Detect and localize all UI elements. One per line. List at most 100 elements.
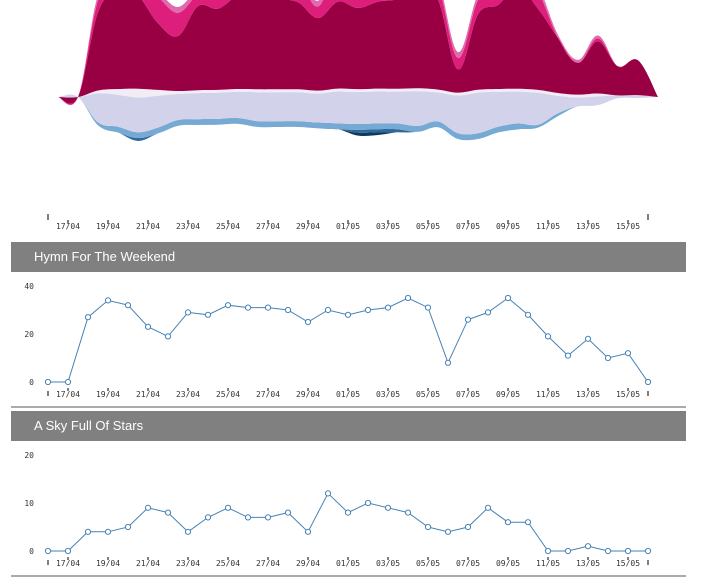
streamgraph-chart: 17/04 19/04 21/04 23/04 25/04 27/04 29/04 01/05…: [47, 0, 658, 231]
x-tick-label: 07/05: [456, 390, 480, 399]
x-tick-label: 27/04: [256, 390, 280, 399]
x-tick-label: 05/05: [416, 390, 440, 399]
data-point[interactable]: [464, 316, 472, 323]
data-point[interactable]: [64, 378, 72, 386]
data-point[interactable]: [44, 378, 52, 386]
x-tick-label: 01/05: [336, 559, 360, 568]
data-point[interactable]: [84, 528, 92, 535]
data-point[interactable]: [524, 519, 532, 526]
x-tick-label: 13/05: [576, 222, 600, 231]
data-point[interactable]: [304, 528, 312, 535]
data-point[interactable]: [584, 335, 592, 342]
x-tick-label: 09/05: [496, 390, 520, 399]
panel-title-hymn: Hymn For The Weekend: [34, 249, 176, 264]
data-point[interactable]: [384, 504, 392, 511]
data-point[interactable]: [244, 304, 252, 311]
data-point[interactable]: [484, 504, 492, 511]
data-point[interactable]: [44, 547, 52, 555]
data-point[interactable]: [644, 378, 652, 386]
data-point[interactable]: [184, 309, 192, 316]
data-point[interactable]: [284, 509, 292, 516]
data-point[interactable]: [224, 504, 232, 511]
data-point[interactable]: [564, 547, 572, 555]
x-tick-label: 21/04: [136, 559, 160, 568]
x-tick-label: 21/04: [136, 222, 160, 231]
data-point[interactable]: [164, 509, 172, 516]
x-tick-label: 19/04: [96, 390, 120, 399]
x-tick-label: 25/04: [216, 222, 240, 231]
data-point[interactable]: [504, 519, 512, 526]
data-point[interactable]: [104, 297, 112, 304]
data-point[interactable]: [324, 306, 332, 314]
stream-layer-6: [58, 94, 658, 141]
x-tick-label: 19/04: [96, 559, 120, 568]
x-tick-label: 05/05: [416, 559, 440, 568]
data-point[interactable]: [264, 514, 272, 521]
series-line: [48, 492, 648, 552]
stream-layer-0: [58, 0, 658, 104]
data-point[interactable]: [64, 547, 72, 555]
data-point[interactable]: [464, 523, 472, 531]
data-point[interactable]: [224, 302, 232, 309]
data-point[interactable]: [544, 547, 552, 555]
data-point[interactable]: [124, 302, 132, 309]
x-tick-label: 05/05: [416, 222, 440, 231]
data-point[interactable]: [484, 309, 492, 316]
stream-x-axis: 17/04 19/04 21/04 23/04 25/04 27/04 29/04 01/05…: [47, 214, 649, 231]
data-point[interactable]: [124, 523, 132, 531]
data-point[interactable]: [424, 523, 432, 531]
data-point[interactable]: [404, 509, 412, 516]
data-point[interactable]: [624, 547, 632, 555]
x-tick-label: 23/04: [176, 559, 200, 568]
data-point[interactable]: [204, 514, 212, 521]
data-point[interactable]: [584, 543, 592, 550]
data-point[interactable]: [364, 499, 372, 507]
data-point[interactable]: [104, 528, 112, 535]
data-point[interactable]: [644, 547, 652, 555]
x-tick-label: 03/05: [376, 559, 400, 568]
data-point[interactable]: [424, 304, 432, 311]
data-point[interactable]: [544, 333, 552, 340]
data-point[interactable]: [404, 294, 412, 302]
data-point[interactable]: [444, 359, 452, 366]
x-tick-label: 27/04: [256, 222, 280, 231]
data-point[interactable]: [304, 318, 312, 326]
data-point[interactable]: [564, 352, 572, 359]
data-point[interactable]: [144, 323, 152, 330]
data-point[interactable]: [204, 311, 212, 318]
data-point[interactable]: [284, 306, 292, 314]
data-point[interactable]: [384, 304, 392, 311]
data-point[interactable]: [264, 304, 272, 311]
x-tick-label: 17/04: [56, 390, 80, 399]
data-point[interactable]: [364, 306, 372, 314]
line-chart-hymn: 0 20 40 17/04 19/04 21/04 23/04 25/04 27/04 29/04…: [11, 282, 686, 408]
x-tick-label: 09/05: [496, 559, 520, 568]
x-tick-label: 13/05: [576, 559, 600, 568]
panel-header-sky[interactable]: A Sky Full Of Stars: [11, 411, 686, 441]
data-point[interactable]: [324, 490, 332, 497]
data-point[interactable]: [444, 528, 452, 535]
data-point[interactable]: [604, 547, 612, 555]
x-tick-label: 21/04: [136, 390, 160, 399]
data-point[interactable]: [84, 314, 92, 321]
data-point[interactable]: [624, 350, 632, 357]
data-point[interactable]: [524, 311, 532, 318]
data-point[interactable]: [144, 504, 152, 511]
line-chart-sky: 0 10 20 17/04 19/04 21/04 23/04 25/04 27/04 29/04…: [11, 451, 686, 577]
data-point[interactable]: [504, 294, 512, 302]
y-tick-label: 40: [24, 282, 34, 291]
x-tick-label: 03/05: [376, 390, 400, 399]
x-tick-label: 15/05: [616, 390, 640, 399]
x-tick-label: 29/04: [296, 222, 320, 231]
x-tick-label: 15/05: [616, 222, 640, 231]
data-point[interactable]: [164, 333, 172, 340]
data-point[interactable]: [344, 311, 352, 318]
data-point[interactable]: [344, 509, 352, 516]
panel-header-hymn[interactable]: Hymn For The Weekend: [11, 242, 686, 272]
data-point[interactable]: [244, 514, 252, 521]
y-tick-label: 20: [24, 451, 34, 460]
x-tick-label: 11/05: [536, 559, 560, 568]
data-point[interactable]: [184, 528, 192, 535]
data-point[interactable]: [604, 354, 612, 362]
panel-title-sky: A Sky Full Of Stars: [34, 418, 144, 433]
